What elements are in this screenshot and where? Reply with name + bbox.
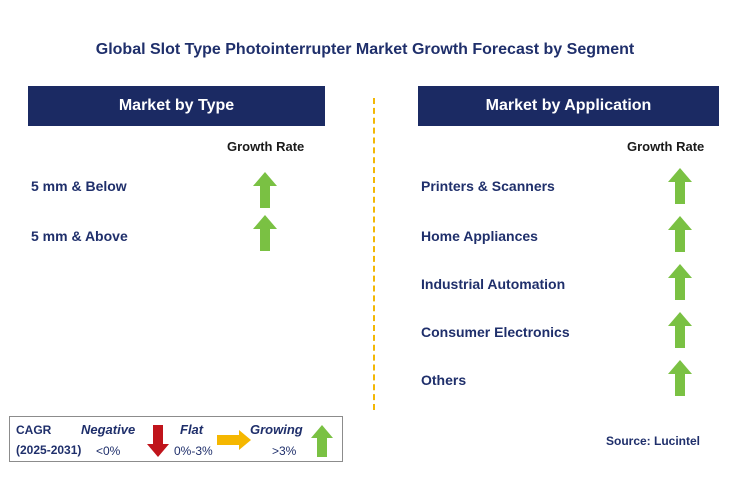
green-up-arrow-icon (253, 215, 277, 251)
green-up-arrow-icon (311, 425, 333, 457)
green-up-arrow-icon (668, 264, 692, 300)
green-up-arrow-icon (668, 216, 692, 252)
green-up-arrow-icon (668, 312, 692, 348)
application-item-label: Industrial Automation (421, 276, 566, 292)
orange-right-arrow-icon (217, 430, 251, 450)
application-growth-rate-label: Growth Rate (627, 139, 705, 154)
legend-flat-label: Flat (180, 422, 204, 437)
application-item-label: Printers & Scanners (421, 178, 555, 194)
green-up-arrow-icon (668, 168, 692, 204)
red-down-arrow-icon (147, 425, 169, 457)
cagr-legend: CAGR (2025-2031) Negative <0% Flat 0%-3%… (9, 416, 343, 462)
panel-divider (373, 98, 375, 410)
green-up-arrow-icon (668, 360, 692, 396)
legend-cagr-label: CAGR (16, 423, 52, 437)
type-growth-rate-label: Growth Rate (227, 139, 305, 154)
legend-negative-label: Negative (81, 422, 136, 437)
legend-flat-range: 0%-3% (174, 444, 213, 458)
type-panel-header: Market by Type (28, 86, 325, 126)
application-item-label: Consumer Electronics (421, 324, 570, 340)
legend-negative-range: <0% (96, 444, 121, 458)
legend-growing-range: >3% (272, 444, 297, 458)
source-note: Source: Lucintel (606, 434, 701, 448)
legend-growing-label: Growing (250, 422, 303, 437)
type-item-label: 5 mm & Above (31, 228, 128, 244)
application-item-label: Others (421, 372, 467, 388)
legend-period: (2025-2031) (16, 443, 82, 457)
application-panel-header: Market by Application (418, 86, 719, 126)
application-item-label: Home Appliances (421, 228, 538, 244)
type-item-label: 5 mm & Below (31, 178, 127, 194)
page-title: Global Slot Type Photointerrupter Market… (95, 41, 635, 58)
green-up-arrow-icon (253, 172, 277, 208)
